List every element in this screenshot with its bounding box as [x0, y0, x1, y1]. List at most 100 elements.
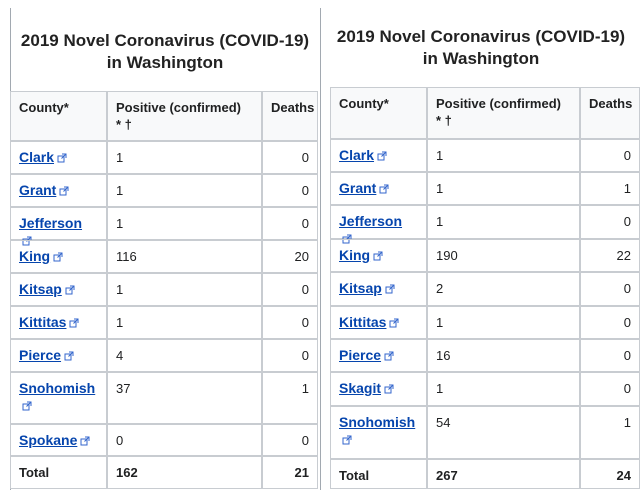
table-cell: 1: [580, 172, 640, 205]
county-name[interactable]: Jefferson: [19, 215, 83, 231]
county-link[interactable]: Clark: [19, 149, 54, 165]
county-name[interactable]: Kitsap: [19, 281, 62, 297]
county-name[interactable]: Skagit: [339, 380, 382, 396]
county-link[interactable]: Jefferson: [19, 215, 82, 231]
county-name[interactable]: Spokane: [19, 432, 78, 448]
total-cell: 267: [427, 459, 580, 489]
county-link[interactable]: Grant: [19, 182, 56, 198]
table-cell: Grant: [330, 172, 427, 205]
table-cell: 54: [427, 406, 580, 459]
county-link[interactable]: Snohomish: [339, 414, 415, 430]
table-cell: King: [330, 239, 427, 272]
external-link-icon: [65, 285, 75, 295]
table-cell: 1: [107, 141, 262, 174]
table-cell: 1: [427, 372, 580, 406]
external-link-icon: [377, 151, 387, 161]
table-cell: 22: [580, 239, 640, 272]
county-link[interactable]: Grant: [339, 180, 376, 196]
table-cell: Kittitas: [330, 306, 427, 339]
external-link-icon: [59, 186, 69, 196]
total-cell: Total: [10, 456, 107, 489]
county-link[interactable]: Kitsap: [19, 281, 62, 297]
county-link[interactable]: Jefferson: [339, 213, 402, 229]
table-cell: Pierce: [330, 339, 427, 372]
table-cell: 0: [262, 141, 318, 174]
external-link-icon: [384, 351, 394, 361]
table-cell: 0: [262, 424, 318, 456]
county-link[interactable]: Skagit: [339, 380, 381, 396]
table-cell: 2: [427, 272, 580, 306]
county-link[interactable]: King: [19, 248, 50, 264]
total-cell: Total: [330, 459, 427, 489]
table-cell: 0: [262, 306, 318, 339]
table-title: 2019 Novel Coronavirus (COVID-19) in Was…: [336, 27, 626, 68]
table-cell: 37: [107, 372, 262, 424]
table-cell: 0: [262, 174, 318, 207]
county-name[interactable]: Snohomish: [19, 380, 96, 396]
table-cell: 16: [427, 339, 580, 372]
external-link-icon: [22, 401, 32, 411]
table-cell: 116: [107, 240, 262, 273]
table-cell: 0: [580, 205, 640, 239]
county-link[interactable]: Pierce: [339, 347, 381, 363]
external-link-icon: [64, 351, 74, 361]
table-cell: 0: [580, 272, 640, 306]
external-link-icon: [385, 284, 395, 294]
table-cell: 1: [427, 306, 580, 339]
table-cell: Jefferson: [10, 207, 107, 246]
table-title: 2019 Novel Coronavirus (COVID-19) in Was…: [20, 31, 310, 72]
table-cell: 0: [262, 273, 318, 306]
table-cell: 1: [262, 372, 318, 424]
column-header: Deaths: [262, 91, 318, 141]
table-cell: 0: [262, 207, 318, 240]
county-name[interactable]: Jefferson: [339, 213, 403, 229]
county-name[interactable]: Grant: [339, 180, 377, 196]
county-name[interactable]: Kittitas: [339, 314, 387, 330]
county-name[interactable]: King: [19, 248, 51, 264]
county-link[interactable]: Spokane: [19, 432, 77, 448]
table-cell: King: [10, 240, 107, 273]
county-link[interactable]: Kittitas: [19, 314, 66, 330]
county-name[interactable]: Pierce: [339, 347, 382, 363]
table-cell: 1: [427, 172, 580, 205]
table-cell: Skagit: [330, 372, 427, 406]
county-link[interactable]: Pierce: [19, 347, 61, 363]
county-link[interactable]: King: [339, 247, 370, 263]
table-cell: 20: [262, 240, 318, 273]
table-cell: Kitsap: [330, 272, 427, 306]
column-header: Deaths: [580, 87, 640, 139]
county-name[interactable]: Kittitas: [19, 314, 67, 330]
table-cell: Grant: [10, 174, 107, 207]
county-link[interactable]: Kitsap: [339, 280, 382, 296]
external-link-icon: [53, 252, 63, 262]
county-name[interactable]: Snohomish: [339, 414, 416, 430]
county-name[interactable]: Grant: [19, 182, 57, 198]
county-link[interactable]: Snohomish: [19, 380, 95, 396]
table-cell: Clark: [330, 139, 427, 172]
external-link-icon: [384, 384, 394, 394]
total-cell: 24: [580, 459, 640, 489]
external-link-icon: [342, 435, 352, 445]
external-link-icon: [69, 318, 79, 328]
county-name[interactable]: Clark: [339, 147, 375, 163]
county-name[interactable]: Kitsap: [339, 280, 382, 296]
external-link-icon: [373, 251, 383, 261]
external-link-icon: [342, 234, 352, 244]
table-cell: Kittitas: [10, 306, 107, 339]
external-link-icon: [80, 436, 90, 446]
external-link-icon: [379, 184, 389, 194]
county-name[interactable]: Clark: [19, 149, 55, 165]
county-link[interactable]: Clark: [339, 147, 374, 163]
table-cell: Kitsap: [10, 273, 107, 306]
county-name[interactable]: King: [339, 247, 371, 263]
county-link[interactable]: Kittitas: [339, 314, 386, 330]
table-cell: Jefferson: [330, 205, 427, 244]
table-cell: 1: [580, 406, 640, 459]
table-cell: 1: [107, 273, 262, 306]
county-name[interactable]: Pierce: [19, 347, 62, 363]
table-cell: Pierce: [10, 339, 107, 372]
external-link-icon: [389, 318, 399, 328]
table-cell: Snohomish: [10, 372, 107, 424]
column-header: County*: [330, 87, 427, 139]
table-cell: 0: [107, 424, 262, 456]
